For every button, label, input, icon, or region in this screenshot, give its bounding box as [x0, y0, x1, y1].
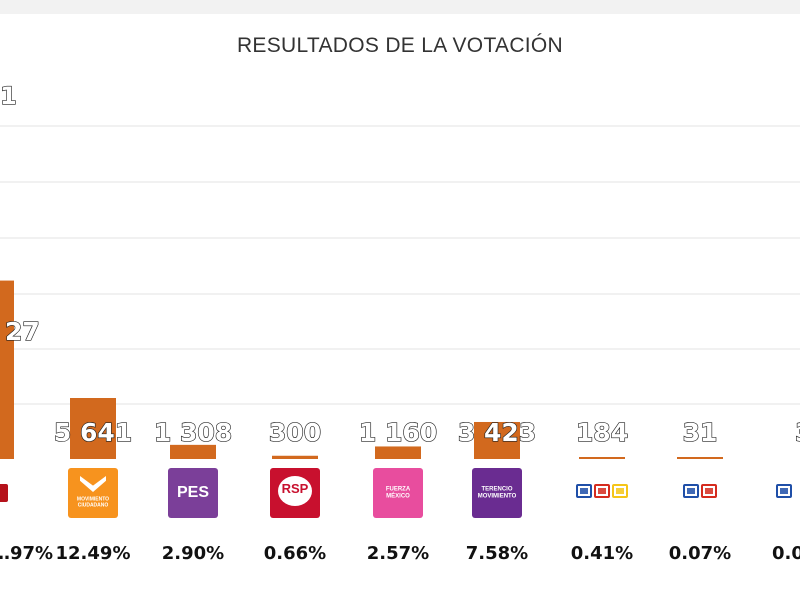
value-label: 184: [576, 418, 628, 447]
logo-text: RSP: [281, 480, 309, 496]
bar: [70, 398, 116, 459]
percent-label: 0.0…: [772, 543, 800, 564]
grid-lines: [0, 125, 800, 405]
value-label: 300: [269, 418, 321, 447]
chart-title: RESULTADOS DE LA VOTACIÓN: [236, 34, 564, 57]
percent-label: 0.66%: [263, 543, 327, 564]
bar: [0, 280, 14, 459]
logo-text: FUERZA MÉXICO: [385, 486, 411, 499]
bars: [0, 280, 723, 459]
percent-label: 7.58%: [465, 543, 529, 564]
value-label: 5 641: [54, 418, 132, 447]
percent-label: 2.57%: [366, 543, 430, 564]
cut-off-axis-label: 1: [0, 82, 17, 110]
logo-text: MOVIMIENTO CIUDADANO: [76, 496, 110, 508]
bar: [272, 455, 318, 459]
bar: [375, 446, 421, 459]
value-label: 3: [795, 418, 800, 447]
bar: [170, 444, 216, 459]
bar: [677, 457, 723, 459]
value-label: 27: [5, 317, 40, 346]
percent-label: 0.07%: [668, 543, 732, 564]
value-labels: 27 5 641 1 308 300 1 160 3 423 184 31 3: [4, 316, 800, 447]
bar: [474, 421, 520, 459]
percent-label: 0.41%: [570, 543, 634, 564]
value-label: 3 423: [458, 418, 536, 447]
logo-text: PES: [176, 484, 209, 502]
percent-label: 2.90%: [161, 543, 225, 564]
value-label: 1 308: [154, 418, 232, 447]
value-label: 1 160: [359, 418, 437, 447]
logo-text: TERENCIO MOVIMIENTO: [477, 486, 517, 499]
value-label: 31: [683, 418, 718, 447]
bar: [579, 457, 625, 459]
percent-label: 12.49%: [55, 543, 131, 564]
percent-label: …97%: [0, 543, 54, 564]
